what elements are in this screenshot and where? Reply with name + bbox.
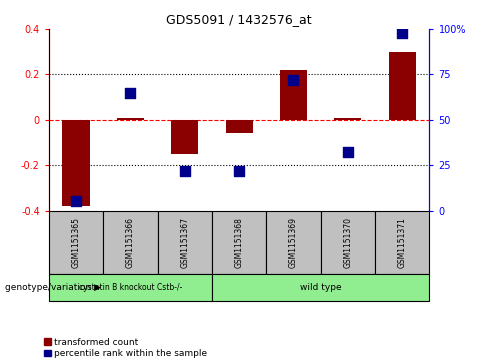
Bar	[225, 120, 253, 134]
Text: GSM1151366: GSM1151366	[126, 217, 135, 268]
Text: GSM1151368: GSM1151368	[235, 217, 244, 268]
Text: GSM1151367: GSM1151367	[180, 217, 189, 268]
Bar	[388, 52, 416, 120]
Bar	[280, 70, 307, 120]
Text: GSM1151371: GSM1151371	[398, 217, 407, 268]
Point	[181, 168, 189, 174]
Point	[398, 30, 406, 36]
Legend: transformed count, percentile rank within the sample: transformed count, percentile rank withi…	[43, 338, 207, 359]
Text: genotype/variation ▶: genotype/variation ▶	[5, 283, 101, 292]
Title: GDS5091 / 1432576_at: GDS5091 / 1432576_at	[166, 13, 312, 26]
Text: wild type: wild type	[300, 283, 342, 292]
Point	[126, 90, 134, 95]
Text: GSM1151369: GSM1151369	[289, 217, 298, 268]
Point	[344, 150, 352, 155]
Text: GSM1151370: GSM1151370	[344, 217, 352, 268]
Bar	[171, 120, 198, 154]
Text: cystatin B knockout Cstb-/-: cystatin B knockout Cstb-/-	[79, 283, 182, 292]
Bar	[334, 118, 362, 120]
Bar	[62, 120, 90, 206]
Bar	[117, 118, 144, 120]
Point	[289, 77, 297, 83]
Point	[235, 168, 243, 174]
Text: GSM1151365: GSM1151365	[71, 217, 81, 268]
Point	[72, 199, 80, 204]
